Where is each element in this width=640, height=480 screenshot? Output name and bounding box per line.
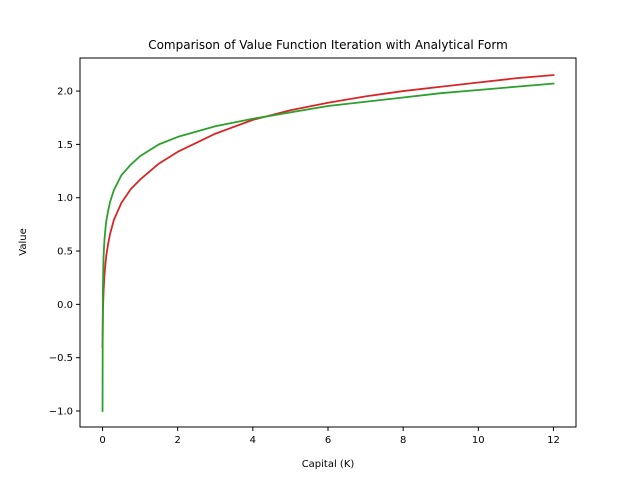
y-axis-label: Value: [18, 228, 29, 255]
x-tick-label: 12: [547, 435, 560, 446]
x-axis: 0 2 4 6 8 10 12: [99, 427, 560, 446]
x-tick-label: 8: [400, 435, 406, 446]
series-layer: [101, 74, 555, 412]
y-tick-label: 1.0: [57, 193, 73, 204]
y-tick-label: 1.5: [57, 140, 73, 151]
y-tick-label: 0.5: [57, 247, 73, 258]
x-tick-label: 2: [175, 435, 181, 446]
y-tick-label: −0.5: [49, 353, 73, 364]
x-tick-label: 0: [99, 435, 105, 446]
x-axis-label: Capital (K): [302, 459, 355, 470]
y-tick-label: 0.0: [57, 300, 73, 311]
series-line-2: [101, 82, 555, 412]
x-tick-label: 10: [472, 435, 485, 446]
y-axis: −1.0 −0.5 0.0 0.5 1.0 1.5 2.0: [49, 87, 80, 418]
series-line-1: [101, 74, 555, 348]
y-tick-label: 2.0: [57, 87, 73, 98]
x-tick-label: 6: [325, 435, 331, 446]
x-tick-label: 4: [250, 435, 256, 446]
y-tick-label: −1.0: [49, 407, 73, 418]
chart-title: Comparison of Value Function Iteration w…: [148, 38, 508, 52]
